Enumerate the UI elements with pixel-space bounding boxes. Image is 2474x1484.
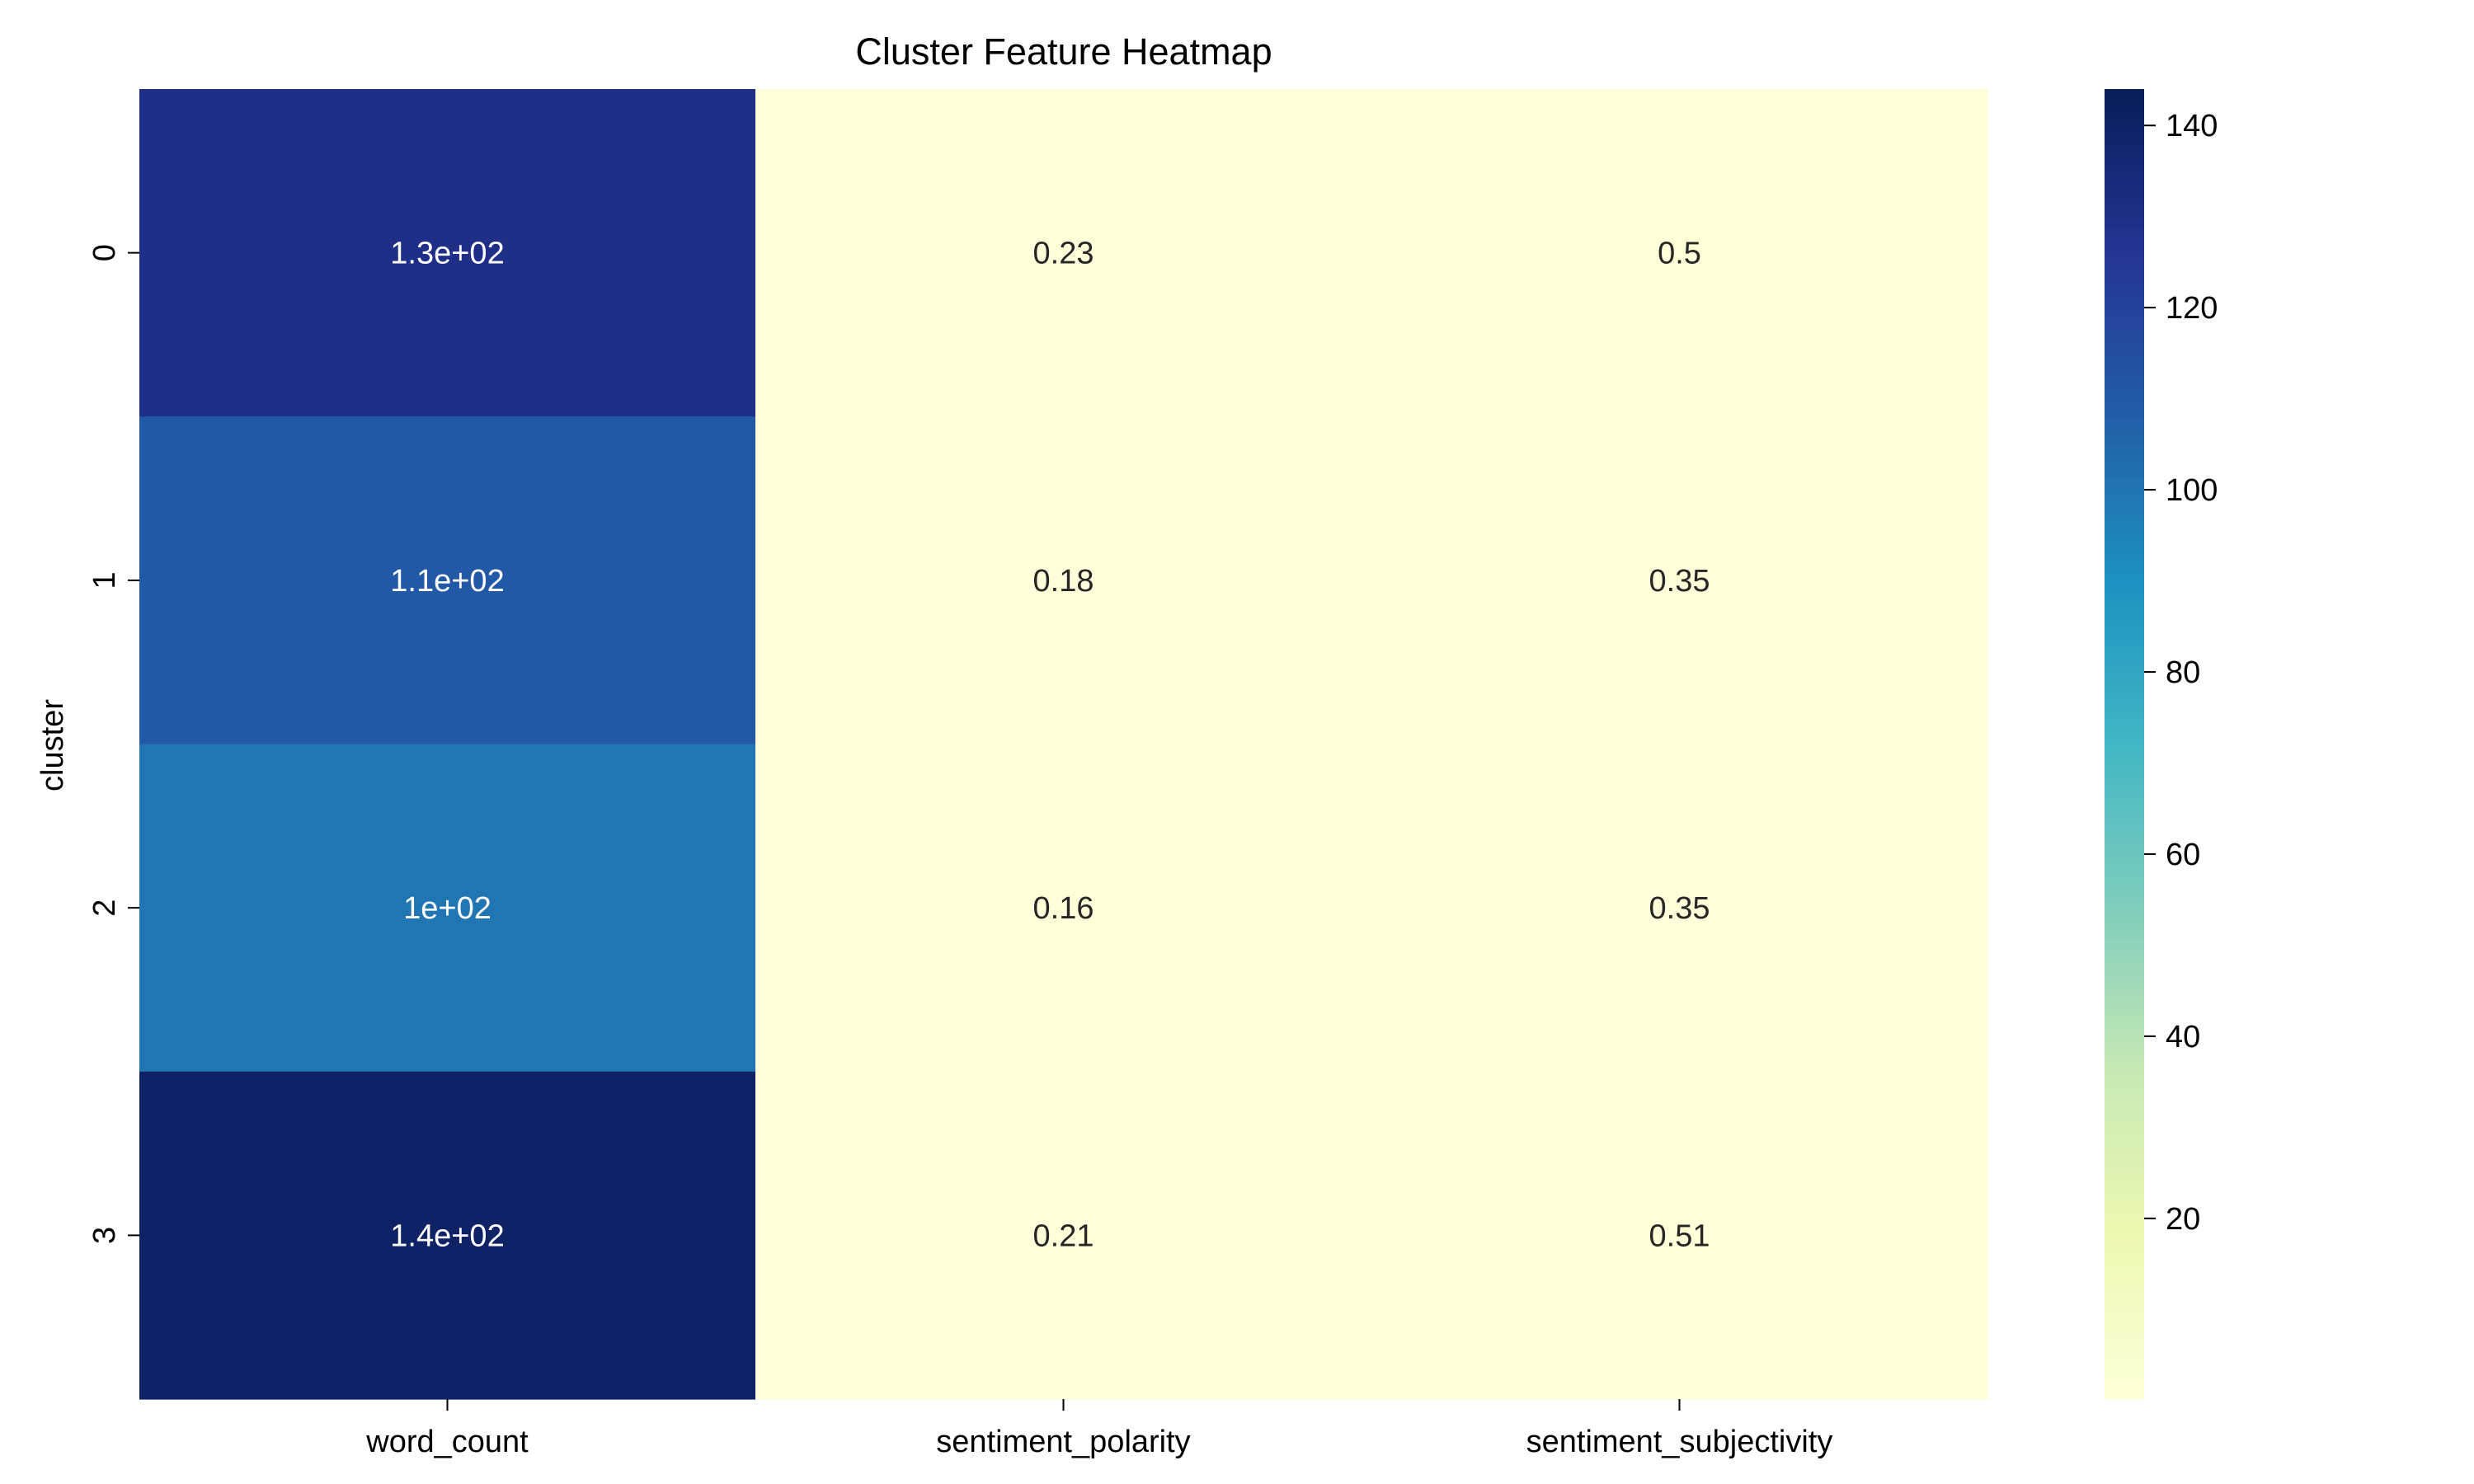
colorbar-tick-label-120: 120 <box>2166 291 2218 326</box>
chart-title: Cluster Feature Heatmap <box>855 31 1272 73</box>
cell-annotation-r1-c1: 0.18 <box>1033 564 1094 599</box>
colorbar: 20 40 60 80 100 120 140 <box>2105 89 2218 1399</box>
x-axis: word_count sentiment_polarity sentiment_su… <box>365 1399 1832 1459</box>
colorbar-tick-label-60: 60 <box>2166 838 2200 872</box>
colorbar-tick-label-140: 140 <box>2166 109 2218 143</box>
cell-annotation-r2-c1: 0.16 <box>1033 891 1094 926</box>
heatmap-cells <box>139 89 1988 1400</box>
colorbar-tick-label-80: 80 <box>2166 655 2200 690</box>
y-tick-label-2: 2 <box>87 899 122 917</box>
colorbar-tick-label-20: 20 <box>2166 1202 2200 1237</box>
cell-annotation-r3-c1: 0.21 <box>1033 1219 1094 1253</box>
y-axis-label: cluster <box>35 699 70 791</box>
x-tick-label-sentiment_subjectivity: sentiment_subjectivity <box>1526 1425 1833 1459</box>
colorbar-gradient <box>2105 89 2144 1399</box>
y-tick-label-1: 1 <box>87 571 122 589</box>
cell-annotation-r2-c0: 1e+02 <box>403 891 492 926</box>
cell-annotation-r1-c0: 1.1e+02 <box>390 564 504 599</box>
x-tick-label-sentiment_polarity: sentiment_polarity <box>936 1425 1190 1459</box>
cell-annotation-r3-c2: 0.51 <box>1649 1219 1710 1253</box>
y-tick-label-0: 0 <box>87 244 122 261</box>
cell-annotation-r0-c1: 0.23 <box>1033 237 1094 271</box>
cell-annotation-r1-c2: 0.35 <box>1649 564 1710 599</box>
cell-annotation-r0-c0: 1.3e+02 <box>390 237 504 271</box>
y-tick-label-3: 3 <box>87 1227 122 1244</box>
cell-annotation-r3-c0: 1.4e+02 <box>390 1219 504 1253</box>
y-axis: 0 1 2 3 <box>87 244 139 1244</box>
cell-annotation-r0-c2: 0.5 <box>1658 237 1701 271</box>
cell-annotation-r2-c2: 0.35 <box>1649 891 1710 926</box>
x-tick-label-word_count: word_count <box>365 1425 529 1459</box>
colorbar-tick-label-40: 40 <box>2166 1020 2200 1054</box>
colorbar-tick-label-100: 100 <box>2166 473 2218 508</box>
